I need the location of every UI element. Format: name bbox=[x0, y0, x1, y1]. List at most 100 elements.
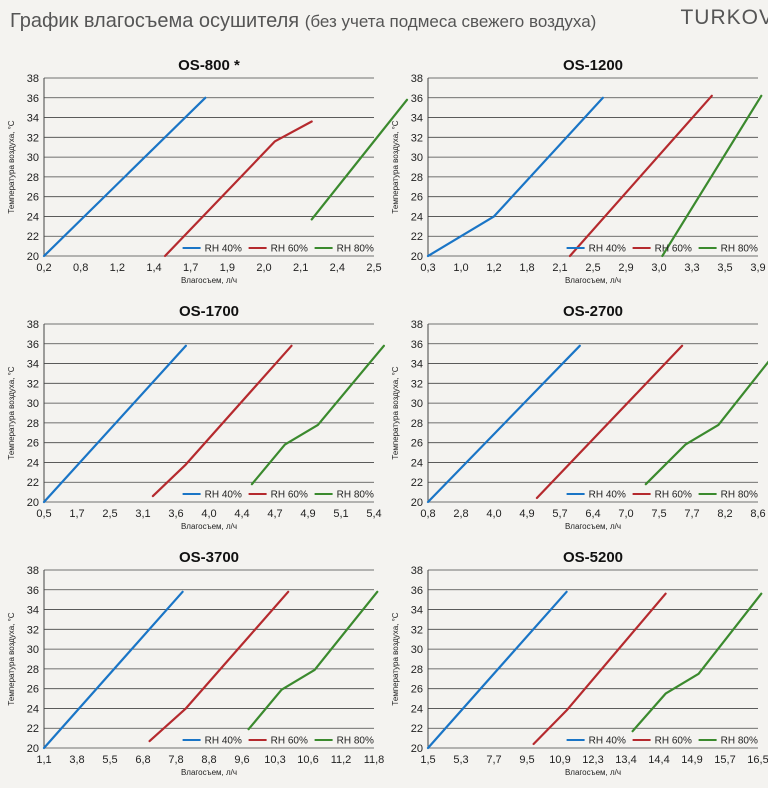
y-tick-label: 34 bbox=[27, 605, 39, 617]
legend-label-rh40: RH 40% bbox=[205, 736, 242, 747]
x-tick-label: 2,0 bbox=[256, 262, 271, 274]
y-tick-label: 20 bbox=[411, 251, 423, 263]
series-line-rh60 bbox=[532, 592, 667, 746]
y-tick-label: 28 bbox=[411, 172, 423, 184]
legend-label-rh40: RH 40% bbox=[205, 490, 242, 501]
series-line-rh80 bbox=[310, 98, 409, 221]
page-title-main: График влагосъема осушителя bbox=[10, 10, 300, 32]
legend-label-rh80: RH 80% bbox=[337, 490, 374, 501]
series-line-rh40 bbox=[42, 96, 207, 258]
y-tick-label: 22 bbox=[411, 231, 423, 243]
x-tick-label: 0,8 bbox=[73, 262, 88, 274]
series-line-rh80 bbox=[661, 94, 763, 258]
y-tick-label: 30 bbox=[411, 398, 423, 410]
y-tick-label: 34 bbox=[27, 113, 39, 125]
x-tick-label: 3,0 bbox=[651, 262, 666, 274]
y-tick-label: 24 bbox=[27, 211, 39, 223]
x-tick-label: 16,5 bbox=[747, 754, 768, 766]
x-tick-label: 10,3 bbox=[264, 754, 285, 766]
chart-title: OS-1700 bbox=[179, 303, 239, 320]
chart-os-2700: OS-2700 20 22 24 26 28 30 32 34 36 38 0,8 2,8 4,0 4,9 5… bbox=[391, 303, 768, 531]
legend-label-rh60: RH 60% bbox=[271, 490, 308, 501]
x-tick-label: 3,3 bbox=[684, 262, 699, 274]
legend-label-rh60: RH 60% bbox=[655, 490, 692, 501]
y-tick-label: 38 bbox=[27, 565, 39, 577]
y-tick-label: 20 bbox=[27, 497, 39, 509]
x-tick-label: 2,5 bbox=[102, 508, 117, 520]
y-tick-label: 32 bbox=[27, 378, 39, 390]
x-axis-label: Влагосъем, л/ч bbox=[565, 276, 621, 285]
y-tick-label: 20 bbox=[411, 743, 423, 755]
y-tick-label: 20 bbox=[27, 251, 39, 263]
chart-os-800: OS-800 * 20 22 24 26 28 30 32 34 36 38 0,2 0,8 1,2 1,4… bbox=[7, 57, 409, 285]
y-tick-label: 30 bbox=[411, 644, 423, 656]
x-tick-label: 2,4 bbox=[330, 262, 345, 274]
legend-label-rh80: RH 80% bbox=[337, 244, 374, 255]
x-tick-label: 5,5 bbox=[102, 754, 117, 766]
brand-logo-text: TURKOV bbox=[680, 6, 768, 29]
x-tick-label: 1,0 bbox=[453, 262, 468, 274]
y-axis-label: Температура воздуха, °С bbox=[391, 366, 400, 459]
y-tick-label: 24 bbox=[411, 457, 423, 469]
y-tick-label: 32 bbox=[27, 132, 39, 144]
y-axis-label: Температура воздуха, °С bbox=[7, 120, 16, 213]
chart-title: OS-5200 bbox=[563, 549, 623, 566]
chart-title: OS-1200 bbox=[563, 57, 623, 74]
y-tick-label: 34 bbox=[411, 605, 423, 617]
x-tick-label: 12,3 bbox=[582, 754, 603, 766]
x-tick-label: 4,9 bbox=[300, 508, 315, 520]
series-line-rh40 bbox=[42, 344, 187, 504]
x-tick-label: 7,5 bbox=[651, 508, 666, 520]
y-tick-label: 36 bbox=[411, 93, 423, 105]
y-tick-label: 36 bbox=[27, 339, 39, 351]
x-tick-label: 7,7 bbox=[684, 508, 699, 520]
chart-os-3700: OS-3700 20 22 24 26 28 30 32 34 36 38 1,1 3,8 5,5 6,8 7… bbox=[7, 549, 384, 777]
series-line-rh60 bbox=[163, 120, 313, 258]
y-tick-label: 26 bbox=[411, 438, 423, 450]
y-axis-label: Температура воздуха, °С bbox=[391, 612, 400, 705]
series-line-rh80 bbox=[631, 592, 763, 733]
y-tick-label: 38 bbox=[411, 319, 423, 331]
legend-label-rh60: RH 60% bbox=[271, 736, 308, 747]
chart-title: OS-3700 bbox=[179, 549, 239, 566]
y-tick-label: 32 bbox=[411, 132, 423, 144]
series-line-rh40 bbox=[426, 344, 581, 504]
y-tick-label: 28 bbox=[411, 664, 423, 676]
chart-os-5200: OS-5200 20 22 24 26 28 30 32 34 36 38 1,5 5,3 7,7 9,5 1… bbox=[391, 549, 768, 777]
x-tick-label: 5,1 bbox=[333, 508, 348, 520]
y-tick-label: 26 bbox=[411, 684, 423, 696]
x-tick-label: 6,4 bbox=[585, 508, 600, 520]
y-tick-label: 28 bbox=[27, 172, 39, 184]
x-tick-label: 5,3 bbox=[453, 754, 468, 766]
y-tick-label: 34 bbox=[411, 113, 423, 125]
x-tick-label: 3,6 bbox=[168, 508, 183, 520]
series-line-rh60 bbox=[148, 590, 290, 743]
y-tick-label: 22 bbox=[27, 723, 39, 735]
y-tick-label: 32 bbox=[27, 624, 39, 636]
x-tick-label: 3,8 bbox=[69, 754, 84, 766]
y-axis-label: Температура воздуха, °С bbox=[7, 612, 16, 705]
x-tick-label: 0,8 bbox=[420, 508, 435, 520]
x-tick-label: 5,7 bbox=[552, 508, 567, 520]
x-tick-label: 8,8 bbox=[201, 754, 216, 766]
y-tick-label: 24 bbox=[411, 211, 423, 223]
x-tick-label: 11,2 bbox=[331, 754, 352, 766]
y-tick-label: 30 bbox=[27, 644, 39, 656]
x-tick-label: 2,5 bbox=[585, 262, 600, 274]
legend-label-rh80: RH 80% bbox=[721, 490, 758, 501]
x-axis-label: Влагосъем, л/ч bbox=[565, 522, 621, 531]
legend-label-rh80: RH 80% bbox=[337, 736, 374, 747]
x-tick-label: 0,2 bbox=[36, 262, 51, 274]
x-tick-label: 1,8 bbox=[519, 262, 534, 274]
y-tick-label: 22 bbox=[411, 723, 423, 735]
y-tick-label: 26 bbox=[27, 192, 39, 204]
y-tick-label: 22 bbox=[411, 477, 423, 489]
x-tick-label: 8,6 bbox=[750, 508, 765, 520]
y-tick-label: 36 bbox=[27, 93, 39, 105]
x-tick-label: 0,5 bbox=[36, 508, 51, 520]
legend-label-rh60: RH 60% bbox=[655, 736, 692, 747]
x-tick-label: 6,8 bbox=[135, 754, 150, 766]
series-line-rh80 bbox=[247, 590, 379, 731]
y-axis-label: Температура воздуха, °С bbox=[7, 366, 16, 459]
x-tick-label: 1,9 bbox=[220, 262, 235, 274]
